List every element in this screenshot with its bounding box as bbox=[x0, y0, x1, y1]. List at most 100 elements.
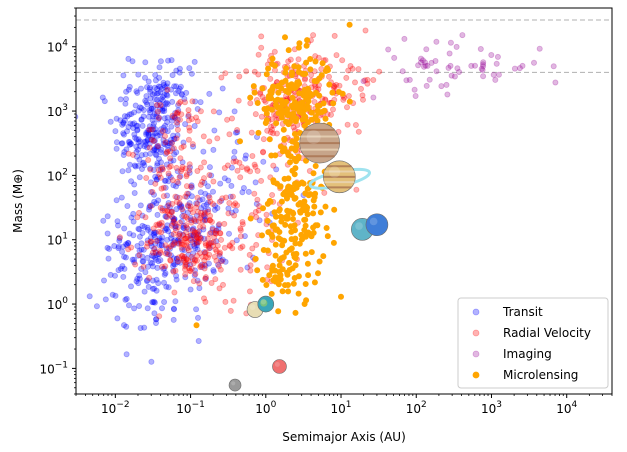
data-point bbox=[160, 136, 167, 143]
data-point bbox=[179, 232, 186, 239]
data-point bbox=[146, 123, 153, 130]
data-point bbox=[154, 174, 161, 181]
data-point bbox=[170, 305, 177, 312]
data-point bbox=[311, 279, 318, 286]
data-point bbox=[134, 122, 141, 129]
data-point bbox=[170, 268, 177, 275]
data-point bbox=[234, 127, 241, 134]
data-point bbox=[173, 67, 180, 74]
data-point bbox=[202, 262, 209, 269]
data-point bbox=[264, 247, 271, 254]
data-point bbox=[162, 122, 169, 129]
data-point bbox=[121, 225, 128, 232]
data-point bbox=[182, 213, 189, 220]
data-point bbox=[259, 276, 266, 283]
data-point bbox=[196, 228, 203, 235]
data-point bbox=[139, 229, 146, 236]
data-point bbox=[216, 249, 223, 256]
data-point bbox=[191, 272, 198, 279]
data-point bbox=[163, 138, 170, 145]
data-point bbox=[205, 208, 212, 215]
data-point bbox=[193, 242, 200, 249]
data-point bbox=[170, 218, 177, 225]
data-point bbox=[165, 170, 172, 177]
data-point bbox=[206, 230, 213, 237]
data-point bbox=[308, 72, 315, 79]
data-point bbox=[118, 194, 125, 201]
data-point bbox=[247, 168, 254, 175]
x-tick-label: 104 bbox=[556, 400, 577, 416]
data-point bbox=[176, 116, 183, 123]
data-point bbox=[149, 132, 156, 139]
data-point bbox=[290, 280, 297, 287]
data-point bbox=[170, 260, 177, 267]
data-point bbox=[172, 267, 179, 274]
data-point bbox=[153, 113, 160, 120]
data-point bbox=[193, 204, 200, 211]
data-point bbox=[214, 204, 221, 211]
data-point bbox=[166, 140, 173, 147]
data-point bbox=[161, 177, 168, 184]
data-point bbox=[137, 104, 144, 111]
data-point bbox=[164, 222, 171, 229]
data-point bbox=[335, 89, 342, 96]
data-point bbox=[269, 266, 276, 273]
data-point bbox=[133, 148, 140, 155]
data-point bbox=[155, 258, 162, 265]
data-point bbox=[281, 135, 288, 142]
data-point bbox=[165, 140, 172, 147]
data-point bbox=[137, 143, 144, 150]
data-point bbox=[202, 249, 209, 256]
data-point bbox=[197, 235, 204, 242]
data-point bbox=[199, 253, 206, 260]
data-point bbox=[362, 27, 369, 34]
data-point bbox=[189, 238, 196, 245]
data-point bbox=[185, 265, 192, 272]
data-point bbox=[239, 218, 246, 225]
data-point bbox=[169, 72, 176, 79]
data-point bbox=[333, 81, 340, 88]
data-point bbox=[255, 51, 262, 58]
legend-label: Transit bbox=[502, 305, 543, 319]
data-point bbox=[156, 242, 163, 249]
data-point bbox=[145, 132, 152, 139]
data-point bbox=[178, 203, 185, 210]
data-point bbox=[170, 267, 177, 274]
data-point bbox=[258, 232, 265, 239]
data-point bbox=[164, 92, 171, 99]
data-point bbox=[187, 261, 194, 268]
data-point bbox=[134, 146, 141, 153]
data-point bbox=[550, 63, 557, 70]
data-point bbox=[243, 166, 250, 173]
data-point bbox=[263, 110, 270, 117]
x-tick-label: 100 bbox=[255, 400, 276, 416]
data-point bbox=[170, 238, 177, 245]
data-point bbox=[120, 273, 127, 280]
data-point bbox=[302, 157, 309, 164]
data-point bbox=[357, 85, 364, 92]
data-point bbox=[140, 246, 147, 253]
data-point bbox=[202, 253, 209, 260]
data-point bbox=[161, 108, 168, 115]
data-point bbox=[278, 114, 285, 121]
data-point bbox=[148, 358, 155, 365]
data-point bbox=[155, 228, 162, 235]
data-point bbox=[270, 130, 277, 137]
data-point bbox=[172, 183, 179, 190]
data-point bbox=[131, 181, 138, 188]
data-point bbox=[195, 337, 202, 344]
data-point bbox=[169, 145, 176, 152]
data-point bbox=[152, 77, 159, 84]
data-point bbox=[175, 258, 182, 265]
data-point bbox=[134, 127, 141, 134]
data-point bbox=[158, 305, 165, 312]
data-point bbox=[104, 230, 111, 237]
data-point bbox=[136, 272, 143, 279]
data-point bbox=[267, 198, 274, 205]
data-point bbox=[175, 236, 182, 243]
data-point bbox=[176, 65, 183, 72]
data-point bbox=[246, 251, 253, 258]
data-point bbox=[214, 135, 221, 142]
data-point bbox=[194, 234, 201, 241]
data-point bbox=[113, 139, 120, 146]
